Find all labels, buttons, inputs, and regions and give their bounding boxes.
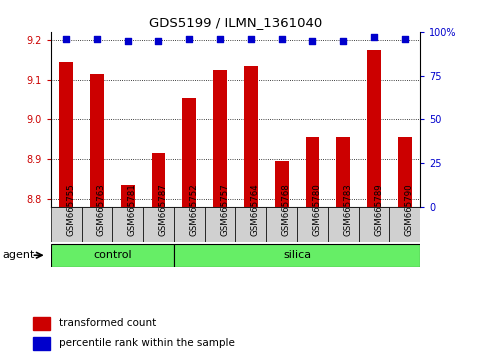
Point (216, 36, 224, 42)
Bar (398, 137, 412, 207)
Text: GSM665781: GSM665781 (128, 183, 137, 236)
Bar (183, 98, 196, 207)
Text: GSM665787: GSM665787 (158, 183, 168, 236)
Point (185, 36, 193, 42)
Text: GSM665780: GSM665780 (313, 183, 322, 236)
Bar (336, 137, 350, 207)
Text: silica: silica (283, 250, 311, 260)
Point (401, 36, 409, 42)
Text: GSM665752: GSM665752 (189, 183, 199, 236)
Point (278, 36, 285, 42)
FancyBboxPatch shape (297, 207, 328, 242)
Point (62, 36, 70, 42)
Text: GSM665757: GSM665757 (220, 183, 229, 236)
Bar (33, 318, 50, 330)
Bar (33, 337, 50, 350)
Bar (152, 153, 165, 207)
Text: GSM665763: GSM665763 (97, 183, 106, 236)
Point (247, 36, 255, 42)
FancyBboxPatch shape (358, 207, 389, 242)
FancyBboxPatch shape (82, 207, 112, 242)
Point (155, 38, 162, 44)
FancyBboxPatch shape (205, 207, 236, 242)
FancyBboxPatch shape (51, 244, 174, 267)
Bar (213, 70, 227, 207)
Bar (306, 137, 319, 207)
Text: GSM665783: GSM665783 (343, 183, 352, 236)
FancyBboxPatch shape (51, 207, 82, 242)
FancyBboxPatch shape (328, 207, 358, 242)
Point (124, 38, 131, 44)
Bar (59, 62, 73, 207)
Point (370, 34, 378, 40)
Text: percentile rank within the sample: percentile rank within the sample (59, 338, 235, 348)
Text: transformed count: transformed count (59, 318, 156, 329)
Title: GDS5199 / ILMN_1361040: GDS5199 / ILMN_1361040 (149, 16, 322, 29)
FancyBboxPatch shape (174, 244, 420, 267)
FancyBboxPatch shape (266, 207, 297, 242)
Bar (90, 74, 104, 207)
FancyBboxPatch shape (389, 207, 420, 242)
Bar (121, 185, 135, 207)
Bar (275, 161, 288, 207)
Text: GSM665755: GSM665755 (66, 183, 75, 236)
Text: control: control (93, 250, 131, 260)
Bar (367, 50, 381, 207)
Text: GSM665768: GSM665768 (282, 183, 291, 236)
FancyBboxPatch shape (236, 207, 266, 242)
Bar (244, 66, 258, 207)
FancyBboxPatch shape (143, 207, 174, 242)
FancyBboxPatch shape (174, 207, 205, 242)
FancyBboxPatch shape (112, 207, 143, 242)
Point (309, 38, 316, 44)
Point (93, 36, 101, 42)
Text: GSM665789: GSM665789 (374, 184, 383, 236)
Point (340, 38, 347, 44)
Text: GSM665790: GSM665790 (405, 184, 414, 236)
Text: GSM665764: GSM665764 (251, 183, 260, 236)
Text: agent: agent (2, 250, 35, 260)
